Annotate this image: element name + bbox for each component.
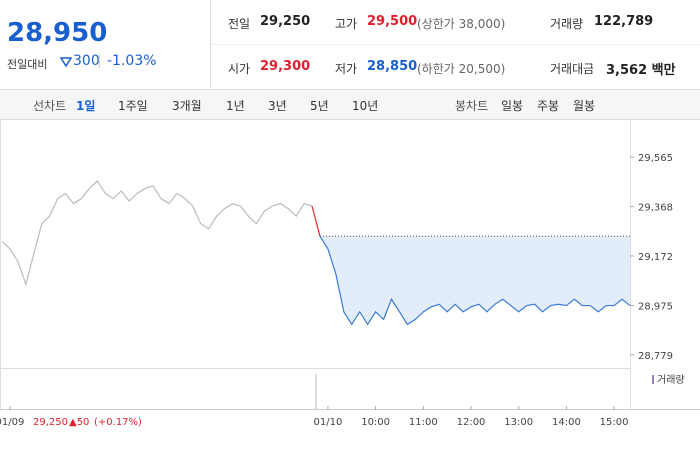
stat-label: 거래량: [550, 17, 584, 31]
tab[interactable]: 1주일: [118, 99, 148, 113]
change-fill: [319, 236, 630, 325]
chart: 29,565 29,368 29,172 28,975 28,779 01/09 01/10…: [0, 119, 700, 428]
tab-label: 선차트: [33, 99, 67, 113]
tab[interactable]: 3개월: [172, 99, 202, 113]
prev-close: 29,250: [33, 417, 68, 428]
x-tick-label: 01/10: [314, 417, 343, 428]
y-tick-label: 29,172: [638, 252, 673, 263]
row-divider: [211, 44, 700, 45]
tab[interactable]: 10년: [352, 99, 379, 113]
divider: |: [97, 53, 102, 68]
stat-value: 29,250: [260, 14, 311, 29]
down-arrow: [60, 57, 72, 67]
stat-value: 29,500: [367, 14, 418, 29]
price-box: 28,950 전일대비 300 | -1.03%: [0, 0, 211, 88]
x-tick-label: 13:00: [504, 417, 533, 428]
volume-label: 거래량: [657, 374, 685, 386]
prev-change: ▲50: [69, 417, 89, 428]
stat-value: 122,789: [594, 14, 654, 29]
volume-swatch: [652, 375, 654, 384]
stat-label: 전일: [228, 17, 251, 31]
tab-label: 봉차트: [455, 99, 489, 113]
x-tick-label: 14:00: [552, 417, 581, 428]
change-label: 전일대비: [7, 58, 48, 71]
stat-label: 시가: [228, 62, 251, 76]
price: 28,950: [7, 18, 108, 48]
x-tick-label: 01/09: [0, 417, 24, 428]
x-tick-label: 10:00: [361, 417, 390, 428]
stat-note: (상한가 38,000): [417, 17, 506, 31]
tab[interactable]: 월봉: [573, 99, 596, 113]
tab[interactable]: 1일: [76, 99, 96, 113]
tab[interactable]: 1년: [226, 99, 245, 113]
stat-label: 고가: [335, 17, 358, 31]
y-tick-label: 29,368: [638, 203, 673, 214]
change: 300: [73, 53, 100, 69]
price-line: [319, 235, 631, 326]
tab-bar: 선차트 1일 1주일 3개월 1년 3년 5년 10년 봉차트 일봉 주봉 월봉: [0, 89, 700, 120]
prev-rate: (+0.17%): [94, 417, 142, 428]
tab[interactable]: 주봉: [537, 99, 560, 113]
price-line: [1, 179, 313, 287]
price-line: [311, 205, 321, 237]
stat-label: 거래대금: [550, 62, 595, 76]
stat-value: 29,300: [260, 59, 311, 74]
y-tick-label: 28,975: [638, 302, 673, 313]
tab[interactable]: 3년: [268, 99, 287, 113]
x-tick-label: 11:00: [409, 417, 438, 428]
x-tick-label: 15:00: [600, 417, 629, 428]
y-tick-label: 28,779: [638, 351, 673, 362]
tab[interactable]: 5년: [310, 99, 329, 113]
stat-label: 저가: [335, 62, 358, 76]
stat-value: 28,850: [367, 59, 418, 74]
y-tick-label: 29,565: [638, 153, 673, 164]
rate: -1.03%: [107, 53, 157, 69]
tab[interactable]: 일봉: [501, 99, 524, 113]
stat-note: (하한가 20,500): [417, 62, 506, 76]
x-tick-label: 12:00: [457, 417, 486, 428]
stat-value: 3,562 백만: [606, 63, 676, 78]
